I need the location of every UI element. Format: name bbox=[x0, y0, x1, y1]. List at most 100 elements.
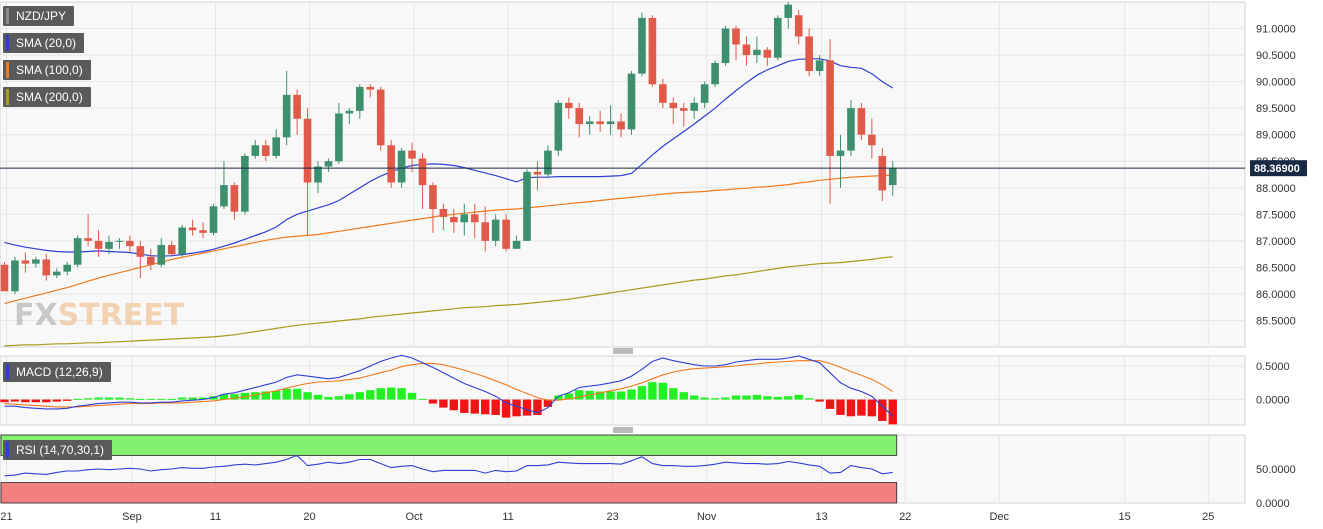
legend-macd[interactable]: MACD (12,26,9) bbox=[3, 362, 111, 382]
candle[interactable] bbox=[533, 161, 542, 191]
legend-symbol[interactable]: NZD/JPY bbox=[3, 6, 75, 26]
candle[interactable] bbox=[565, 97, 573, 119]
candle[interactable] bbox=[42, 254, 51, 281]
candle[interactable] bbox=[429, 182, 437, 233]
candle[interactable] bbox=[241, 153, 249, 215]
candle[interactable] bbox=[230, 182, 239, 220]
candle[interactable] bbox=[523, 169, 531, 241]
candle[interactable] bbox=[293, 89, 301, 135]
candle[interactable] bbox=[345, 108, 354, 125]
candle[interactable] bbox=[711, 60, 719, 87]
candle[interactable] bbox=[261, 140, 270, 162]
candle[interactable] bbox=[742, 36, 751, 66]
candle[interactable] bbox=[376, 86, 385, 151]
candle[interactable] bbox=[617, 113, 625, 138]
candle[interactable] bbox=[126, 235, 134, 252]
candle[interactable] bbox=[157, 238, 166, 268]
macd-histogram-bar bbox=[533, 399, 542, 415]
price-tick-label: 90.0000 bbox=[1256, 77, 1296, 89]
candle[interactable] bbox=[470, 203, 479, 239]
candle[interactable] bbox=[199, 222, 207, 239]
candle[interactable] bbox=[366, 84, 375, 98]
candle[interactable] bbox=[94, 230, 103, 257]
candle[interactable] bbox=[52, 268, 61, 278]
legend-rsi[interactable]: RSI (14,70,30,1) bbox=[3, 440, 113, 460]
macd-histogram-bar bbox=[554, 395, 563, 400]
candle[interactable] bbox=[439, 203, 448, 231]
candle[interactable] bbox=[188, 219, 197, 236]
candle[interactable] bbox=[84, 214, 92, 247]
candle[interactable] bbox=[700, 81, 709, 109]
candle[interactable] bbox=[763, 47, 772, 66]
candle[interactable] bbox=[450, 209, 458, 233]
candle[interactable] bbox=[105, 235, 113, 255]
legend-sma200[interactable]: SMA (200,0) bbox=[3, 87, 91, 107]
candle[interactable] bbox=[868, 118, 876, 159]
candle[interactable] bbox=[847, 100, 855, 156]
candle[interactable] bbox=[502, 214, 510, 252]
candle[interactable] bbox=[732, 25, 740, 61]
candle[interactable] bbox=[491, 214, 500, 247]
candle[interactable] bbox=[753, 36, 761, 64]
candle[interactable] bbox=[0, 262, 9, 292]
candle[interactable] bbox=[136, 240, 145, 278]
candle[interactable] bbox=[585, 116, 594, 135]
candle[interactable] bbox=[324, 158, 333, 172]
macd-histogram-bar bbox=[439, 399, 448, 408]
candle[interactable] bbox=[314, 161, 322, 194]
rsi-tick-label: 0.0000 bbox=[1256, 498, 1290, 510]
candle[interactable] bbox=[209, 203, 218, 236]
candle[interactable] bbox=[836, 134, 845, 188]
candle[interactable] bbox=[11, 256, 19, 294]
candle[interactable] bbox=[147, 248, 155, 271]
candle[interactable] bbox=[418, 153, 427, 209]
candle[interactable] bbox=[805, 28, 813, 77]
candle[interactable] bbox=[356, 84, 364, 119]
candle[interactable] bbox=[251, 140, 260, 159]
candle[interactable] bbox=[115, 238, 124, 249]
candle[interactable] bbox=[659, 78, 667, 109]
candle[interactable] bbox=[21, 252, 30, 273]
candle[interactable] bbox=[575, 102, 584, 138]
candle[interactable] bbox=[784, 2, 793, 29]
candle[interactable] bbox=[638, 12, 646, 77]
candle[interactable] bbox=[690, 97, 698, 119]
candle[interactable] bbox=[679, 102, 688, 127]
macd-histogram-bar bbox=[177, 397, 187, 400]
legend-sma20[interactable]: SMA (20,0) bbox=[3, 33, 85, 53]
candle[interactable] bbox=[774, 15, 782, 61]
candle[interactable] bbox=[63, 262, 71, 276]
legend-sma100[interactable]: SMA (100,0) bbox=[3, 60, 91, 80]
candle[interactable] bbox=[648, 15, 657, 87]
candle[interactable] bbox=[857, 102, 866, 140]
candle[interactable] bbox=[272, 129, 280, 159]
panel-resize-handle[interactable] bbox=[613, 427, 633, 433]
candle[interactable] bbox=[167, 240, 176, 257]
candle[interactable] bbox=[554, 100, 563, 156]
candle[interactable] bbox=[408, 142, 416, 172]
macd-histogram-bar bbox=[669, 388, 678, 400]
candle[interactable] bbox=[73, 235, 82, 268]
candle[interactable] bbox=[387, 140, 395, 188]
candle[interactable] bbox=[669, 97, 678, 125]
candle[interactable] bbox=[178, 224, 186, 257]
candle[interactable] bbox=[826, 39, 834, 204]
candle[interactable] bbox=[794, 9, 803, 45]
candle[interactable] bbox=[815, 55, 824, 77]
candle[interactable] bbox=[220, 161, 228, 209]
candle[interactable] bbox=[32, 256, 40, 268]
candle[interactable] bbox=[596, 110, 604, 133]
candle[interactable] bbox=[721, 25, 730, 66]
candle[interactable] bbox=[335, 102, 343, 164]
candle[interactable] bbox=[460, 203, 469, 236]
candle[interactable] bbox=[888, 161, 897, 196]
candle[interactable] bbox=[512, 235, 521, 249]
panel-resize-handle[interactable] bbox=[613, 348, 633, 354]
candle[interactable] bbox=[303, 108, 312, 236]
candle[interactable] bbox=[878, 147, 887, 202]
candle[interactable] bbox=[481, 206, 489, 252]
candle[interactable] bbox=[606, 105, 615, 135]
candle[interactable] bbox=[282, 71, 291, 146]
candle[interactable] bbox=[544, 145, 552, 178]
candle[interactable] bbox=[627, 71, 636, 135]
